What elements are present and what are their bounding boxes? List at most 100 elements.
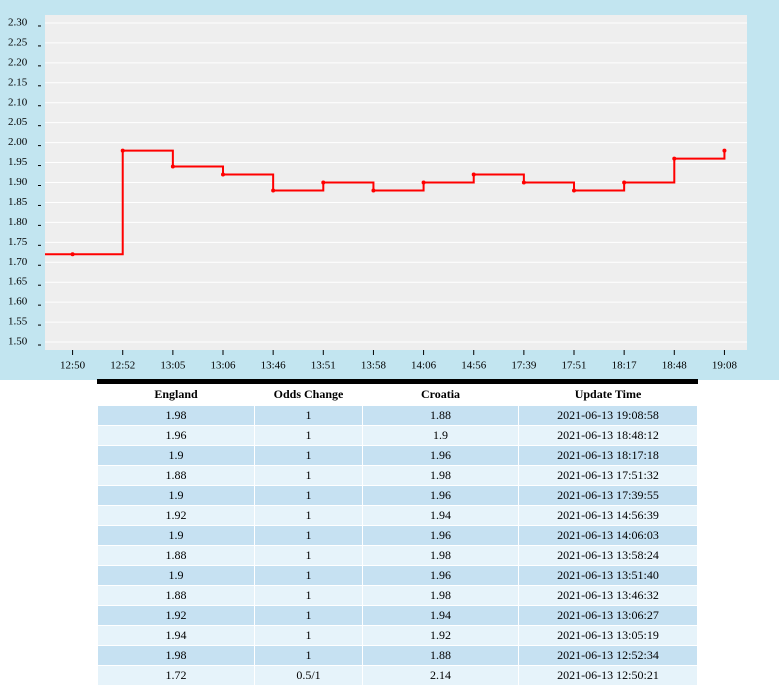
table-cell: 1 bbox=[254, 625, 363, 646]
point bbox=[722, 148, 727, 153]
point bbox=[421, 180, 426, 185]
table-cell: 1 bbox=[254, 445, 363, 466]
table-cell: 1 bbox=[254, 605, 363, 626]
y-tick-label: 2.10 bbox=[8, 96, 28, 108]
x-tick-label: 13:06 bbox=[210, 360, 236, 372]
table-row: 1.72 0.5/1 2.14 2021-06-13 12:50:21 bbox=[97, 665, 698, 686]
table-cell: 1.96 bbox=[362, 525, 519, 546]
header-cell: Odds Change bbox=[254, 381, 363, 406]
table-cell: 1.94 bbox=[97, 625, 255, 646]
chart-panel: 1.50 1.55 1.60 1.65 1.70 1.75 1.80 1.85 1.90 1.95… bbox=[0, 0, 779, 380]
point bbox=[672, 156, 677, 161]
table-cell: 1.94 bbox=[362, 605, 519, 626]
table-row: 1.94 1 1.92 2021-06-13 13:05:19 bbox=[97, 625, 698, 646]
table-cell: 1.96 bbox=[362, 485, 519, 506]
x-tick-label: 19:08 bbox=[712, 360, 738, 372]
table-cell: 1.98 bbox=[362, 545, 519, 566]
y-tick-label: 1.90 bbox=[8, 176, 28, 188]
y-tick-label: 2.20 bbox=[8, 56, 28, 68]
table-row: 1.9 1 1.96 2021-06-13 18:17:18 bbox=[97, 445, 698, 466]
point bbox=[572, 188, 577, 193]
table-cell: 2021-06-13 19:08:58 bbox=[518, 405, 698, 426]
y-tick-label: 1.55 bbox=[8, 316, 28, 328]
table-row: 1.96 1 1.9 2021-06-13 18:48:12 bbox=[97, 425, 698, 446]
y-tick-label: 2.00 bbox=[8, 136, 28, 148]
table-cell: 2021-06-13 13:46:32 bbox=[518, 585, 698, 606]
y-tick-label: 1.60 bbox=[8, 296, 28, 308]
table-cell: 1.98 bbox=[362, 465, 519, 486]
table-cell: 1 bbox=[254, 505, 363, 526]
y-tick-label: 1.80 bbox=[8, 216, 28, 228]
table-cell: 2021-06-13 17:39:55 bbox=[518, 485, 698, 506]
x-tick-label: 13:51 bbox=[311, 360, 336, 372]
table-cell: 1 bbox=[254, 645, 363, 666]
table-cell: 2021-06-13 18:17:18 bbox=[518, 445, 698, 466]
y-tick-label: 2.15 bbox=[8, 76, 28, 88]
table-cell: 2021-06-13 18:48:12 bbox=[518, 425, 698, 446]
table-cell: 1.92 bbox=[362, 625, 519, 646]
table-cell: 1.9 bbox=[97, 525, 255, 546]
chart: 1.50 1.55 1.60 1.65 1.70 1.75 1.80 1.85 1.90 1.95… bbox=[8, 15, 747, 372]
table-cell: 2021-06-13 17:51:32 bbox=[518, 465, 698, 486]
table-cell: 1.92 bbox=[97, 605, 255, 626]
table-row: 1.88 1 1.98 2021-06-13 13:58:24 bbox=[97, 545, 698, 566]
table-cell: 1.98 bbox=[362, 585, 519, 606]
odds-line bbox=[45, 149, 726, 256]
point bbox=[471, 172, 476, 177]
table-cell: 1.9 bbox=[362, 425, 519, 446]
table-cell: 1.96 bbox=[362, 565, 519, 586]
table-cell: 1 bbox=[254, 565, 363, 586]
point bbox=[371, 188, 376, 193]
table-cell: 1.98 bbox=[97, 405, 255, 426]
table-cell: 1 bbox=[254, 485, 363, 506]
table-cell: 2021-06-13 13:06:27 bbox=[518, 605, 698, 626]
table-cell: 1 bbox=[254, 465, 363, 486]
y-tick-label: 1.95 bbox=[8, 156, 28, 168]
odds-table: England Odds Change Croatia Update Time 1.9… bbox=[97, 379, 698, 686]
point bbox=[221, 172, 226, 177]
table-row: 1.98 1 1.88 2021-06-13 19:08:58 bbox=[97, 405, 698, 426]
table-cell: 1 bbox=[254, 525, 363, 546]
y-tick-label: 1.50 bbox=[8, 336, 28, 348]
point bbox=[622, 180, 627, 185]
table-cell: 1.92 bbox=[97, 505, 255, 526]
table-cell: 1 bbox=[254, 585, 363, 606]
point bbox=[70, 252, 75, 257]
x-tick-label: 17:51 bbox=[561, 360, 586, 372]
table-cell: 2021-06-13 13:51:40 bbox=[518, 565, 698, 586]
table-cell: 1 bbox=[254, 425, 363, 446]
table-cell: 1 bbox=[254, 545, 363, 566]
table-row: 1.9 1 1.96 2021-06-13 13:51:40 bbox=[97, 565, 698, 586]
header-cell: Update Time bbox=[518, 381, 698, 406]
x-tick-label: 12:52 bbox=[110, 360, 135, 372]
header-cell: Croatia bbox=[362, 381, 519, 406]
table-row: 1.92 1 1.94 2021-06-13 14:56:39 bbox=[97, 505, 698, 526]
y-tick-label: 1.70 bbox=[8, 256, 28, 268]
table-cell: 1.9 bbox=[97, 565, 255, 586]
table-cell: 2021-06-13 12:50:21 bbox=[518, 665, 698, 686]
table-cell: 1.96 bbox=[97, 425, 255, 446]
point bbox=[321, 180, 326, 185]
table-row: 1.9 1 1.96 2021-06-13 17:39:55 bbox=[97, 485, 698, 506]
x-tick-label: 18:48 bbox=[662, 360, 688, 372]
x-tick-label: 17:39 bbox=[511, 360, 537, 372]
x-tick-label: 18:17 bbox=[612, 360, 638, 372]
table-cell: 1.88 bbox=[97, 585, 255, 606]
point bbox=[521, 180, 526, 185]
y-tick-label: 1.75 bbox=[8, 236, 28, 248]
y-tick-label: 2.25 bbox=[8, 36, 28, 48]
table-cell: 1.9 bbox=[97, 485, 255, 506]
table-cell: 2.14 bbox=[362, 665, 519, 686]
table-cell: 2021-06-13 14:06:03 bbox=[518, 525, 698, 546]
table-cell: 2021-06-13 12:52:34 bbox=[518, 645, 698, 666]
x-tick-label: 13:46 bbox=[261, 360, 287, 372]
table-cell: 1.96 bbox=[362, 445, 519, 466]
table-cell: 1.94 bbox=[362, 505, 519, 526]
table-body: 1.98 1 1.88 2021-06-13 19:08:58 1.96 1 1.9 2021… bbox=[97, 405, 698, 686]
table-row: 1.98 1 1.88 2021-06-13 12:52:34 bbox=[97, 645, 698, 666]
table-row: 1.9 1 1.96 2021-06-13 14:06:03 bbox=[97, 525, 698, 546]
point bbox=[120, 148, 125, 153]
x-tick-label: 13:58 bbox=[361, 360, 387, 372]
x-tick-label: 13:05 bbox=[160, 360, 186, 372]
